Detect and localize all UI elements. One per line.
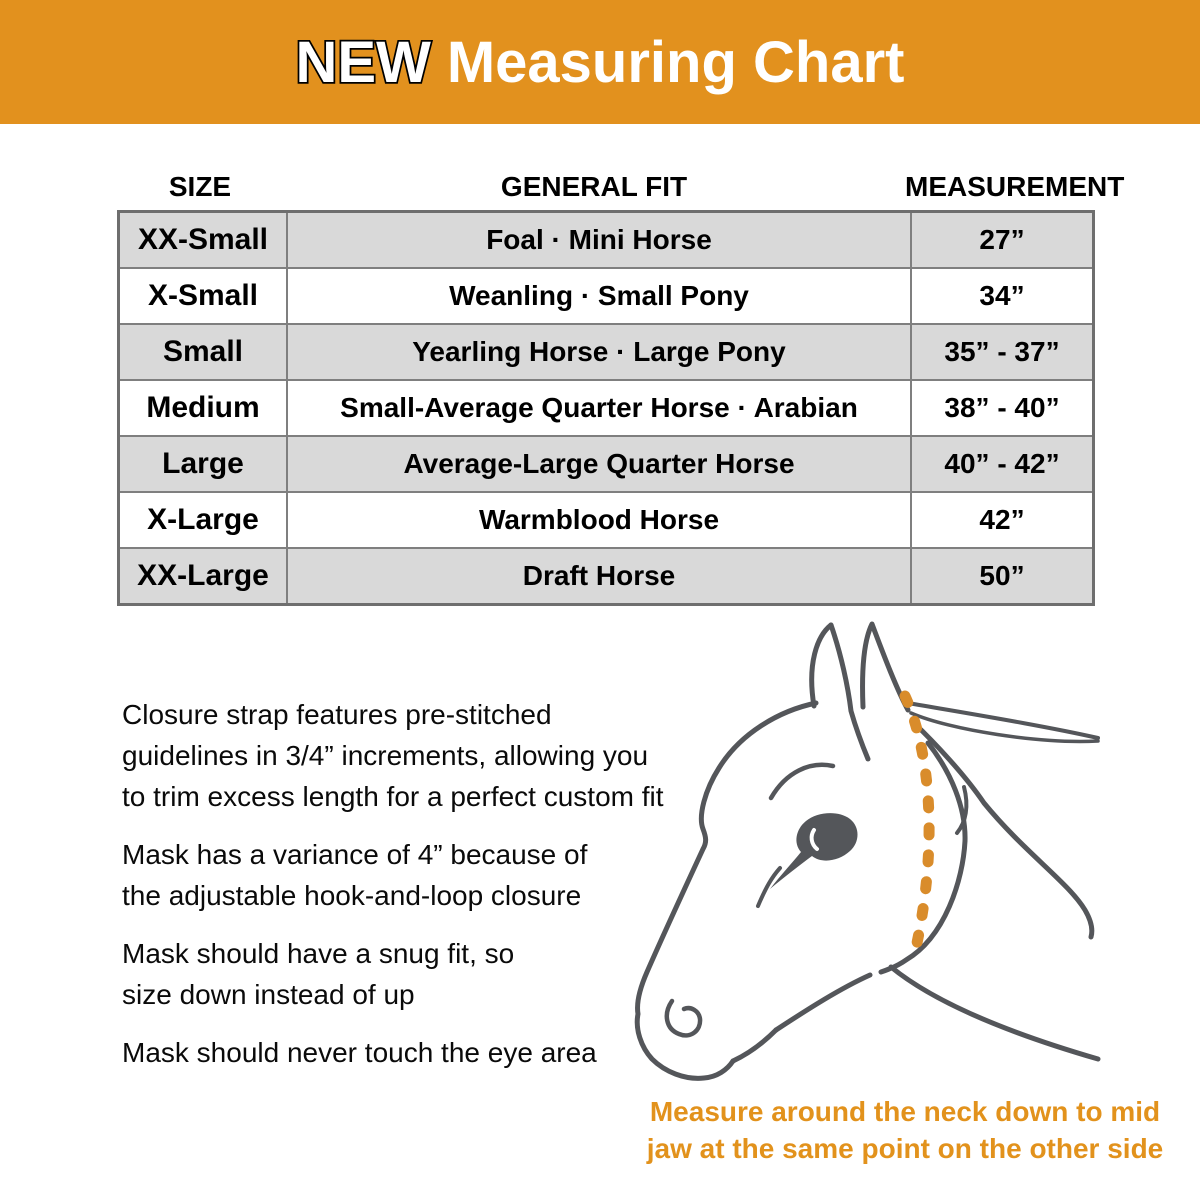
fit-cell: Foal · Mini Horse xyxy=(286,210,912,269)
measurement-cell: 38” - 40” xyxy=(910,379,1095,437)
measurement-cell: 35” - 37” xyxy=(910,323,1095,381)
table-row: Medium Small-Average Quarter Horse · Ara… xyxy=(117,379,1095,437)
table-row: Small Yearling Horse · Large Pony 35” - … xyxy=(117,323,1095,381)
size-cell: XX-Small xyxy=(117,210,288,269)
note-paragraph: Mask should never touch the eye area xyxy=(122,1037,597,1068)
horse-mouth-line xyxy=(730,1027,779,1064)
size-cell: Large xyxy=(117,435,288,493)
fit-cell: Warmblood Horse xyxy=(286,491,912,549)
horse-head-illustration xyxy=(634,621,1101,1081)
horse-cheekbone-line xyxy=(756,866,782,908)
size-cell: Small xyxy=(117,323,288,381)
measurement-cell: 40” - 42” xyxy=(910,435,1095,493)
fitting-notes: Closure strap features pre-stitched guid… xyxy=(122,694,682,1090)
table-row: X-Large Warmblood Horse 42” xyxy=(117,491,1095,549)
horse-mane-wisp xyxy=(955,785,969,835)
horse-front-ear xyxy=(809,622,834,709)
size-cell: XX-Large xyxy=(117,547,288,606)
fit-cell: Small-Average Quarter Horse · Arabian xyxy=(286,379,912,437)
diagram-caption: Measure around the neck down to mid jaw … xyxy=(646,1096,1164,1164)
horse-eye xyxy=(770,813,858,889)
fit-cell: Weanling · Small Pony xyxy=(286,267,912,325)
horse-nostril xyxy=(664,998,703,1038)
horse-neck-bottom-line xyxy=(888,964,1101,1062)
column-header-size: SIZE xyxy=(168,171,232,202)
horse-neck-top-line xyxy=(911,720,1095,940)
note-paragraph: Mask should have a snug fit, so size dow… xyxy=(122,938,515,1010)
title-banner: NEW Measuring Chart xyxy=(0,0,1200,124)
note-paragraph: Closure strap features pre-stitched guid… xyxy=(122,699,664,812)
measurement-cell: 34” xyxy=(910,267,1095,325)
measuring-dashed-line xyxy=(899,690,935,967)
new-badge: NEW xyxy=(294,28,433,97)
fit-cell: Yearling Horse · Large Pony xyxy=(286,323,912,381)
fit-cell: Draft Horse xyxy=(286,547,912,606)
table-row: Large Average-Large Quarter Horse 40” - … xyxy=(117,435,1095,493)
measurement-cell: 42” xyxy=(910,491,1095,549)
horse-back-ear xyxy=(860,621,911,713)
note-paragraph: Mask has a variance of 4” because of the… xyxy=(122,839,588,911)
horse-jowl-arc xyxy=(878,740,968,975)
column-header-general-fit: GENERAL FIT xyxy=(500,171,688,202)
column-header-measurement: MEASUREMENT xyxy=(905,171,1125,202)
table-row: X-Small Weanling · Small Pony 34” xyxy=(117,267,1095,325)
horse-front-ear-back-edge xyxy=(828,622,871,762)
table-column-headers: SIZE GENERAL FIT MEASUREMENT xyxy=(117,166,1125,208)
fit-cell: Average-Large Quarter Horse xyxy=(286,435,912,493)
horse-face-outline xyxy=(634,700,819,1081)
horse-mane-line xyxy=(909,711,1100,744)
size-cell: X-Small xyxy=(117,267,288,325)
page-title-text: Measuring Chart xyxy=(446,29,905,95)
size-cell: X-Large xyxy=(117,491,288,549)
size-cell: Medium xyxy=(117,379,288,437)
measurement-cell: 27” xyxy=(910,210,1095,269)
horse-jaw-line xyxy=(773,972,873,1033)
horse-eye-highlight xyxy=(809,828,819,851)
table-row: XX-Large Draft Horse 50” xyxy=(117,547,1095,606)
horse-mane-line xyxy=(906,701,1100,740)
table-row: XX-Small Foal · Mini Horse 27” xyxy=(117,210,1095,269)
size-table: XX-Small Foal · Mini Horse 27” X-Small W… xyxy=(117,210,1095,606)
measurement-cell: 50” xyxy=(910,547,1095,606)
page-title: NEW Measuring Chart xyxy=(294,28,905,97)
horse-brow-line xyxy=(768,762,836,801)
